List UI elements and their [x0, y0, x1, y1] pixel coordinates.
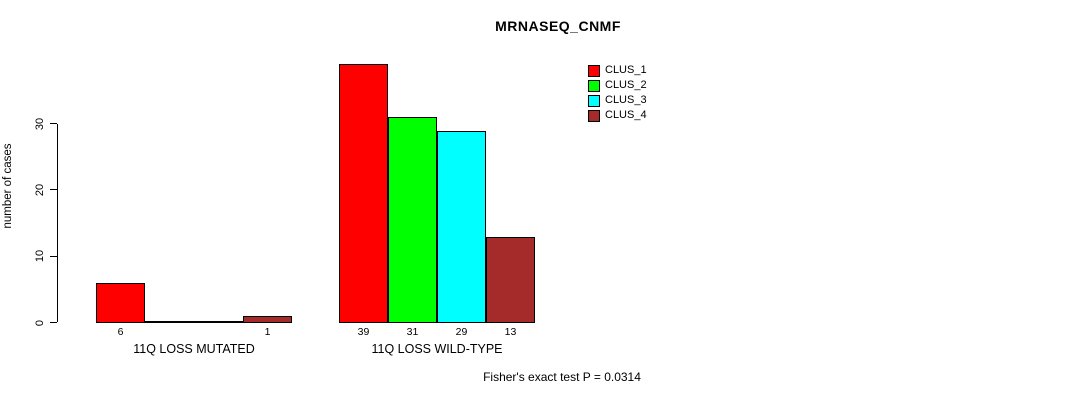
bar-value-label: 1 — [264, 326, 271, 338]
bar-value-label: 13 — [504, 326, 517, 338]
bar — [437, 130, 486, 323]
bar — [339, 63, 388, 323]
legend-swatch — [588, 94, 600, 107]
bar — [96, 282, 145, 323]
y-tick-label: 10 — [34, 250, 46, 263]
y-axis-tick — [50, 123, 57, 124]
bar — [388, 116, 437, 323]
bar — [194, 320, 243, 323]
legend-item: CLUS_1 — [588, 64, 647, 77]
legend-item: CLUS_3 — [588, 94, 647, 107]
bar — [145, 320, 194, 323]
legend: CLUS_1 CLUS_2 CLUS_3 CLUS_4 — [588, 64, 647, 124]
legend-label: CLUS_4 — [605, 109, 647, 121]
y-axis-line — [57, 123, 58, 323]
legend-swatch — [588, 64, 600, 77]
bar-value-label: 39 — [357, 326, 370, 338]
legend-label: CLUS_1 — [605, 64, 647, 76]
x-group-label: 11Q LOSS WILD-TYPE — [371, 342, 503, 356]
y-axis-tick — [50, 255, 57, 257]
bar — [243, 315, 292, 323]
legend-item: CLUS_4 — [588, 109, 647, 122]
x-group-label: 11Q LOSS MUTATED — [133, 342, 255, 356]
legend-swatch — [588, 109, 600, 122]
y-tick-label: 30 — [34, 117, 46, 130]
bar-value-label: 6 — [117, 326, 124, 338]
y-axis-tick — [50, 322, 57, 323]
chart-title: MRNASEQ_CNMF — [495, 18, 621, 34]
annotation-text: Fisher's exact test P = 0.0314 — [483, 370, 641, 384]
y-axis-tick — [50, 189, 57, 191]
legend-label: CLUS_2 — [605, 79, 647, 91]
bar-value-label: 29 — [455, 326, 468, 338]
y-tick-label: 0 — [34, 319, 46, 326]
legend-swatch — [588, 79, 600, 92]
legend-label: CLUS_3 — [605, 94, 647, 106]
bar-value-label: 31 — [406, 326, 419, 338]
y-tick-label: 20 — [34, 183, 46, 196]
legend-item: CLUS_2 — [588, 79, 647, 92]
bar — [486, 236, 535, 323]
